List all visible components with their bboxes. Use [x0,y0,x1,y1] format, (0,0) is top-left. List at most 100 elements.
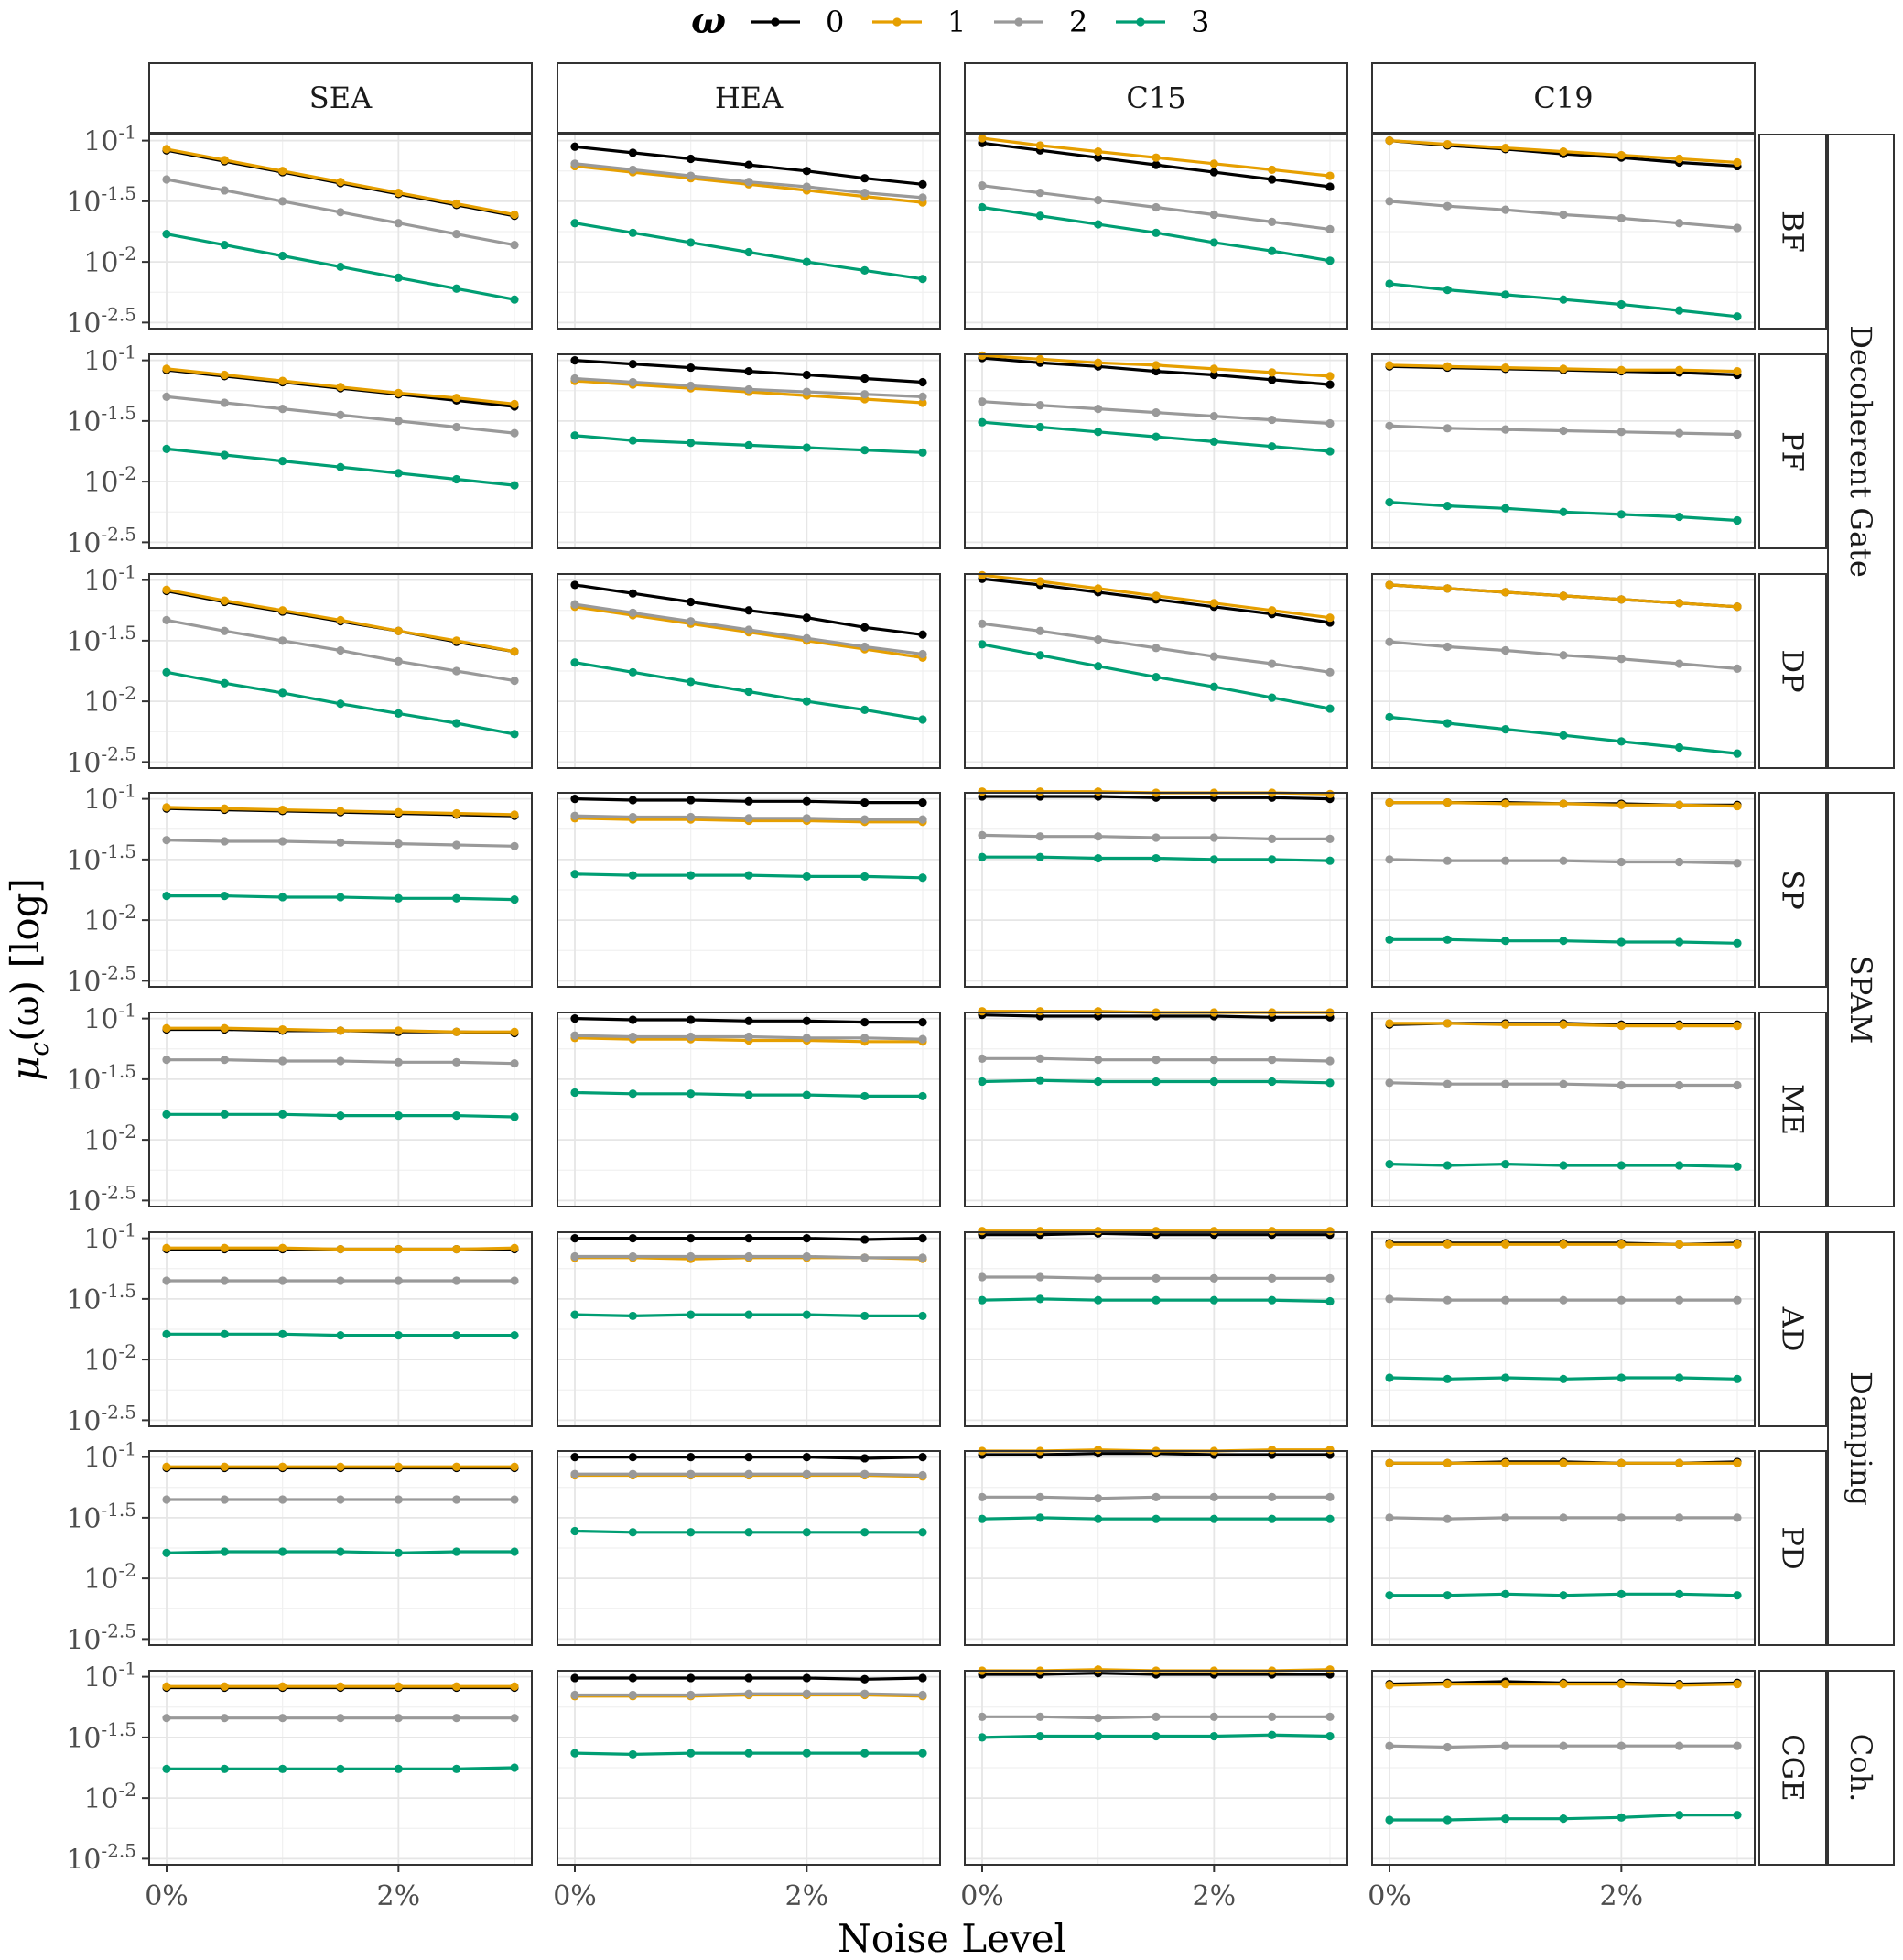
data-point [1733,1240,1742,1249]
data-point [628,165,637,175]
data-point [687,1749,696,1758]
data-point [1152,644,1161,653]
data-point [918,1253,927,1262]
data-point [1268,855,1277,864]
y-tick-label: 10-2.5 [66,1401,136,1437]
data-point [802,697,811,706]
data-point [1035,189,1044,198]
data-point [860,189,870,198]
data-point [1733,938,1742,948]
data-point [1209,1731,1218,1741]
panel-c19-pd [1371,1450,1756,1646]
data-point [802,1689,811,1698]
data-point [1035,1513,1044,1522]
data-point [510,1714,519,1723]
data-point [1152,1514,1161,1523]
data-point [1559,1079,1568,1088]
data-point [336,462,345,471]
data-point [510,677,519,686]
data-point [1325,613,1335,623]
data-point [510,210,519,220]
data-point [1094,153,1103,162]
data-point [860,1311,870,1321]
data-point [278,197,287,206]
data-point [1501,1079,1510,1088]
y-tick-label: 10-2.5 [66,1181,136,1218]
data-point [220,1462,229,1471]
data-point [1616,428,1626,437]
data-point [744,1469,753,1478]
data-point [1209,168,1218,177]
data-point [1209,599,1218,608]
data-point [570,1749,579,1758]
data-point [278,405,287,414]
data-point [278,1024,287,1034]
data-point [1559,1374,1568,1383]
y-tick-label: 10-2 [83,682,136,719]
data-point [1675,1295,1684,1305]
data-point [1559,1591,1568,1600]
data-point [220,1495,229,1504]
data-point [628,436,637,445]
data-point [1385,1078,1394,1088]
data-point [687,238,696,247]
data-point [802,1673,811,1683]
legend-entry-3: 3 [1116,5,1209,39]
panel-border [964,792,1348,988]
data-point [978,397,987,406]
data-point [336,1495,345,1504]
data-point [687,1469,696,1478]
data-point [1152,1056,1161,1065]
data-point [744,1528,753,1537]
data-point [1616,800,1626,809]
data-point [1675,1240,1684,1249]
data-point [278,1056,287,1066]
data-point [336,1462,345,1471]
data-point [1733,859,1742,868]
data-point [1443,502,1452,511]
row-strips: BF PF DP SP ME AD PD CGE [1758,134,1827,1866]
data-point [918,448,927,457]
data-point [1035,401,1044,410]
data-point [978,787,987,796]
data-point [918,193,927,202]
data-point [452,284,461,293]
row-group-strip [1827,1670,1895,1866]
data-point [394,273,403,282]
data-point [1443,1374,1452,1383]
data-point [162,1276,171,1285]
data-point [394,219,403,228]
data-point [860,642,870,652]
panel-c19-ad [1371,1231,1756,1427]
data-point [162,1495,171,1504]
data-point [278,376,287,385]
data-point [162,1764,171,1773]
y-axis-title: μc(ω) [log] [3,878,54,1081]
data-point [1385,1019,1394,1028]
data-point [1325,834,1335,843]
data-point [220,370,229,380]
data-point [510,1276,519,1285]
data-point [628,1690,637,1700]
data-point [1152,160,1161,169]
row-group-strip [1827,792,1895,1207]
data-point [802,796,811,806]
data-point [860,1091,870,1101]
panel-border [964,1670,1348,1866]
data-point [978,852,987,861]
data-point [162,1682,171,1691]
y-tick-label: 10-2 [83,1559,136,1596]
data-point [1094,832,1103,841]
row-strip-label: PF [1776,431,1811,471]
panel-border [964,1231,1348,1427]
data-point [1325,1492,1335,1501]
data-point [802,1469,811,1478]
data-point [1268,1514,1277,1523]
data-point [570,142,579,151]
data-point [1733,1458,1742,1467]
data-point [510,895,519,904]
panel-border [1371,134,1756,330]
data-point [1094,584,1103,593]
data-point [162,444,171,453]
